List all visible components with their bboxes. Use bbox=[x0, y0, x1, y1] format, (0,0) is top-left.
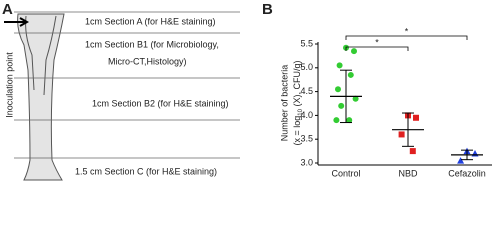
point bbox=[347, 71, 354, 78]
figure: A Inoculation point 1cm Section A (for H… bbox=[2, 1, 492, 181]
point bbox=[336, 62, 343, 69]
significance-bracket bbox=[345, 35, 468, 40]
point bbox=[346, 117, 353, 124]
x-tick-label: Control bbox=[331, 168, 360, 178]
y-tick-label: 4.0 bbox=[300, 110, 313, 120]
bone-inner bbox=[25, 15, 35, 91]
y-label-part: (X), CFU/g) bbox=[292, 61, 302, 110]
point bbox=[333, 117, 340, 124]
point bbox=[457, 157, 465, 164]
y-axis-label: Number of bacteria bbox=[279, 65, 289, 142]
point bbox=[338, 102, 345, 109]
section-label: 1cm Section B1 (for Microbiology, bbox=[85, 39, 219, 49]
bone bbox=[17, 13, 65, 181]
point bbox=[352, 95, 359, 102]
y-tick-label: 5.5 bbox=[300, 38, 313, 48]
significance-label: * bbox=[375, 37, 379, 47]
point bbox=[409, 148, 416, 155]
y-label-subscript: 10 bbox=[298, 108, 304, 115]
section-label: 1cm Section A (for H&E staining) bbox=[85, 16, 216, 26]
x-tick-label: NBD bbox=[398, 168, 418, 178]
point bbox=[413, 114, 419, 121]
y-tick-label: 5.0 bbox=[300, 62, 313, 72]
y-tick-label: 4.5 bbox=[300, 86, 313, 96]
x-tick-label: Cefazolin bbox=[448, 168, 486, 178]
point bbox=[335, 86, 341, 93]
panel-label: B bbox=[262, 1, 273, 18]
inoculation-label: Inoculation point bbox=[4, 52, 14, 118]
arrow bbox=[4, 17, 30, 27]
point bbox=[398, 131, 405, 138]
section-lines bbox=[14, 11, 240, 159]
significance-bracket bbox=[345, 46, 409, 51]
bone-inner bbox=[43, 15, 57, 96]
panel-label: A bbox=[2, 1, 13, 18]
section-label: Micro-CT,Histology) bbox=[108, 56, 187, 66]
y-tick-label: 3.5 bbox=[300, 134, 313, 144]
y-axis-label: (x = log10 (X), CFU/g) bbox=[292, 61, 303, 146]
point bbox=[351, 48, 357, 55]
section-label: 1.5 cm Section C (for H&E staining) bbox=[75, 166, 217, 176]
significance-label: * bbox=[405, 26, 409, 36]
y-label-part: (x = log bbox=[292, 116, 302, 146]
bone-diagram bbox=[17, 13, 65, 181]
y-tick-label: 3.0 bbox=[300, 157, 313, 167]
section-label: 1cm Section B2 (for H&E staining) bbox=[92, 98, 229, 108]
